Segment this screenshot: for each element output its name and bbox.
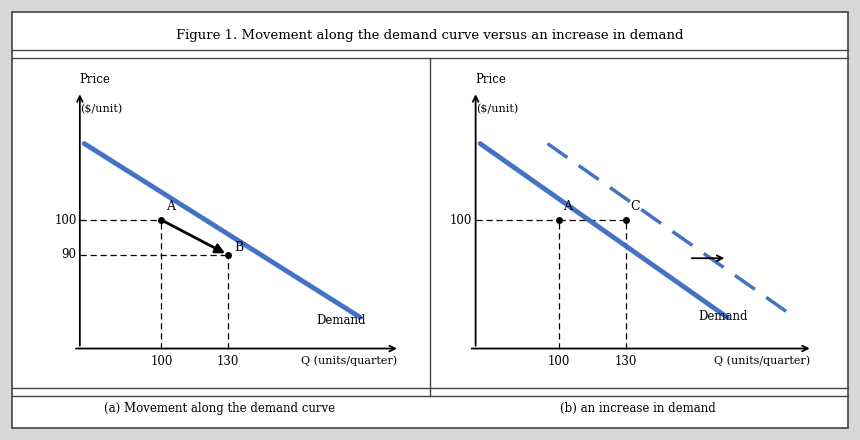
Text: 130: 130: [217, 356, 239, 368]
Text: (b) an increase in demand: (b) an increase in demand: [560, 401, 716, 414]
Text: 100: 100: [548, 356, 570, 368]
Text: Q (units/quarter): Q (units/quarter): [302, 356, 397, 366]
Text: Q (units/quarter): Q (units/quarter): [714, 356, 810, 366]
Text: 90: 90: [62, 248, 77, 261]
Text: 130: 130: [615, 356, 637, 368]
Text: Price: Price: [476, 73, 507, 86]
Text: ($/unit): ($/unit): [80, 104, 122, 114]
Text: 100: 100: [450, 213, 472, 227]
Text: A: A: [563, 200, 572, 213]
Text: Demand: Demand: [316, 314, 366, 327]
Text: A: A: [166, 200, 175, 213]
Text: Demand: Demand: [698, 310, 747, 323]
Text: Figure 1. Movement along the demand curve versus an increase in demand: Figure 1. Movement along the demand curv…: [176, 29, 684, 41]
Text: C: C: [630, 200, 640, 213]
Text: 100: 100: [54, 213, 77, 227]
Text: B: B: [234, 241, 243, 254]
Text: Price: Price: [80, 73, 111, 86]
Text: 100: 100: [150, 356, 173, 368]
Text: (a) Movement along the demand curve: (a) Movement along the demand curve: [104, 401, 335, 414]
Text: ($/unit): ($/unit): [476, 104, 518, 114]
